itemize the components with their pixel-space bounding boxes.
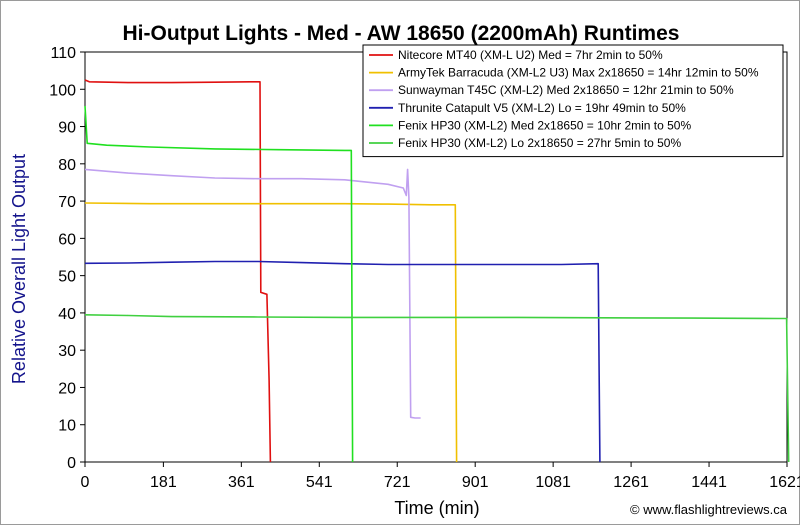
y-tick-label: 10 [58, 418, 76, 435]
series-line-6 [84, 314, 790, 463]
chart-title: Hi-Output Lights - Med - AW 18650 (2200m… [123, 22, 680, 45]
x-tick-label: 541 [306, 474, 333, 491]
credit-text: © www.flashlightreviews.ca [630, 502, 788, 517]
y-tick-label: 30 [58, 343, 76, 360]
y-tick-label: 90 [58, 120, 76, 137]
y-tick-label: 60 [58, 231, 76, 248]
y-tick-label: 40 [58, 306, 76, 323]
legend-entry: Sunwayman T45C (XM-L2) Med 2x18650 = 12h… [398, 83, 734, 97]
series-line-4 [84, 260, 601, 463]
x-tick-label: 0 [81, 474, 90, 491]
y-tick-label: 70 [58, 194, 76, 211]
legend-entry: Thrunite Catapult V5 (XM-L2) Lo = 19hr 4… [398, 101, 686, 115]
x-tick-label: 1441 [691, 474, 727, 491]
y-tick-label: 0 [67, 455, 76, 472]
x-tick-label: 361 [228, 474, 255, 491]
x-axis-label: Time (min) [394, 498, 479, 518]
legend-entry: Nitecore MT40 (XM-L U2) Med = 7hr 2min t… [398, 48, 663, 62]
legend-entry: Fenix HP30 (XM-L2) Med 2x18650 = 10hr 2m… [398, 118, 691, 132]
series-line-3 [84, 168, 421, 419]
x-axis-ticks: 0 181 361 541 721 901 1081 1261 1441 1621 [81, 462, 800, 491]
legend-box [362, 44, 784, 158]
y-axis-ticks: 0 10 20 30 40 50 60 70 80 90 100 110 [49, 45, 85, 472]
x-tick-label: 901 [462, 474, 489, 491]
series-line-2 [84, 202, 458, 463]
x-tick-label: 721 [384, 474, 411, 491]
series-line-5 [84, 105, 354, 463]
y-tick-label: 20 [58, 380, 76, 397]
y-tick-label: 50 [58, 269, 76, 286]
x-tick-label: 181 [150, 474, 177, 491]
series-line-1 [84, 79, 272, 463]
x-tick-label: 1621 [769, 474, 800, 491]
series-layer [84, 79, 790, 463]
y-axis-label: Relative Overall Light Output [9, 154, 29, 384]
x-tick-label: 1261 [613, 474, 649, 491]
y-tick-label: 110 [50, 45, 76, 62]
legend: Nitecore MT40 (XM-L U2) Med = 7hr 2min t… [362, 44, 784, 158]
legend-entry: ArmyTek Barracuda (XM-L2 U3) Max 2x18650… [398, 66, 759, 80]
x-tick-label: 1081 [535, 474, 571, 491]
y-tick-label: 80 [58, 157, 76, 174]
y-tick-label: 100 [49, 82, 76, 99]
legend-entry: Fenix HP30 (XM-L2) Lo 2x18650 = 27hr 5mi… [398, 136, 681, 150]
